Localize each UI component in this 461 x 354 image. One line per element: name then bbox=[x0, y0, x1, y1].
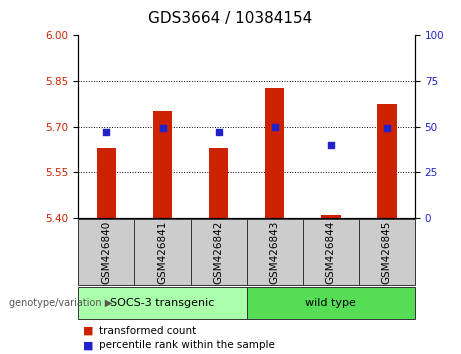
Text: GSM426840: GSM426840 bbox=[101, 221, 112, 284]
Text: transformed count: transformed count bbox=[99, 326, 196, 336]
Text: GSM426844: GSM426844 bbox=[326, 221, 336, 284]
Text: GSM426845: GSM426845 bbox=[382, 221, 392, 284]
Point bbox=[103, 129, 110, 135]
Text: GSM426842: GSM426842 bbox=[213, 221, 224, 284]
Text: percentile rank within the sample: percentile rank within the sample bbox=[99, 340, 275, 350]
Text: GDS3664 / 10384154: GDS3664 / 10384154 bbox=[148, 11, 313, 25]
Text: GSM426843: GSM426843 bbox=[270, 221, 280, 284]
Text: ■: ■ bbox=[83, 326, 94, 336]
Text: SOCS-3 transgenic: SOCS-3 transgenic bbox=[110, 298, 215, 308]
Text: ■: ■ bbox=[83, 340, 94, 350]
Point bbox=[327, 142, 334, 148]
Text: genotype/variation ▶: genotype/variation ▶ bbox=[9, 298, 112, 308]
Bar bbox=[377, 104, 396, 218]
Text: wild type: wild type bbox=[305, 298, 356, 308]
Bar bbox=[321, 215, 341, 218]
Bar bbox=[265, 88, 284, 218]
Text: GSM426841: GSM426841 bbox=[158, 221, 167, 284]
Point bbox=[383, 126, 390, 131]
Bar bbox=[153, 111, 172, 218]
Point bbox=[215, 129, 222, 135]
Point bbox=[271, 124, 278, 129]
Bar bbox=[97, 148, 116, 218]
Bar bbox=[209, 148, 228, 218]
Point bbox=[159, 126, 166, 131]
